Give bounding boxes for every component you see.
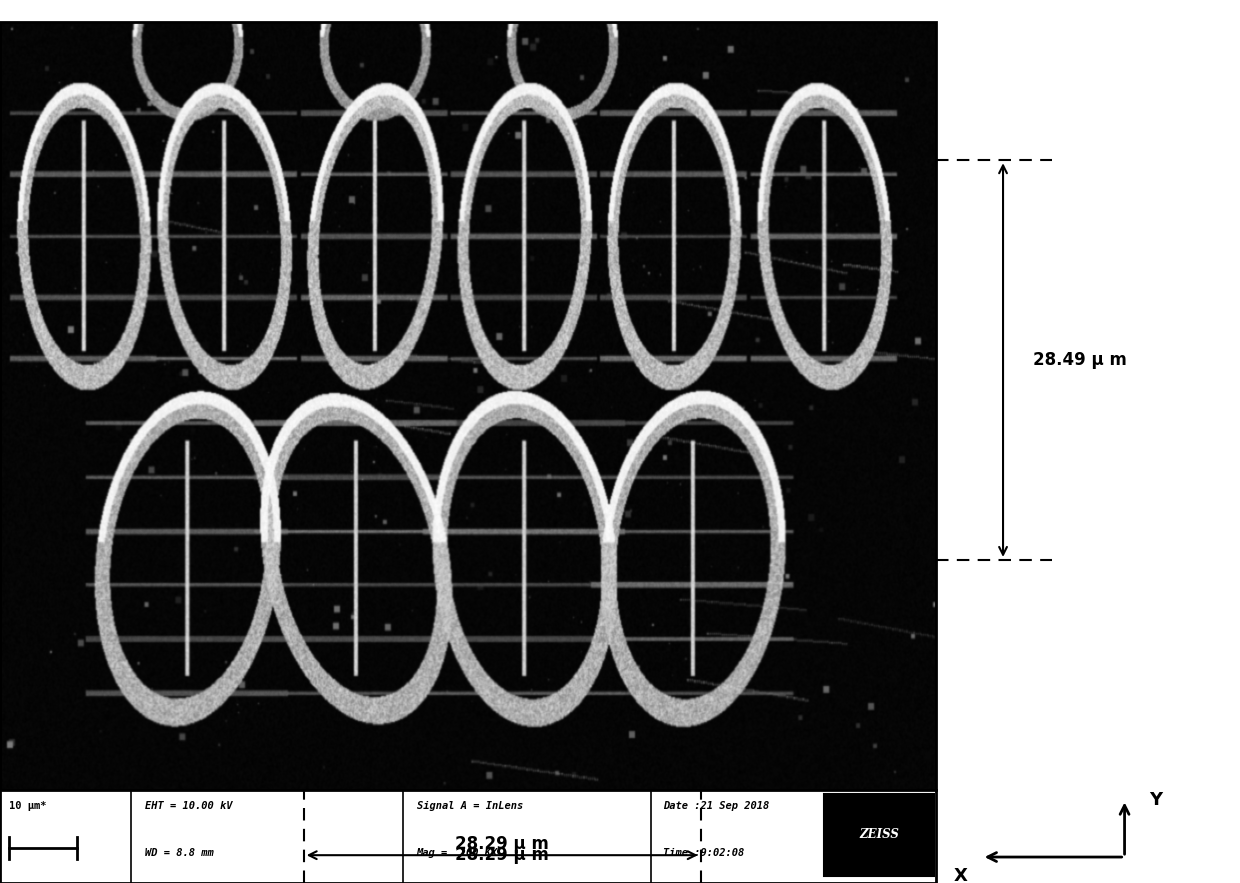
- Text: Signal A = InLens: Signal A = InLens: [417, 802, 523, 811]
- Text: 28.49 μ m: 28.49 μ m: [1033, 351, 1127, 369]
- Text: X: X: [954, 866, 967, 883]
- Text: 10 μm*: 10 μm*: [10, 802, 47, 811]
- Text: 28.29 μ m: 28.29 μ m: [455, 846, 549, 864]
- Text: Time :9:02:08: Time :9:02:08: [663, 848, 744, 857]
- Text: 28.29 μ m: 28.29 μ m: [455, 835, 549, 853]
- Text: EHT = 10.00 kV: EHT = 10.00 kV: [145, 802, 233, 811]
- Text: Date :21 Sep 2018: Date :21 Sep 2018: [663, 802, 769, 811]
- Text: Y: Y: [1149, 790, 1162, 809]
- Text: ZEISS: ZEISS: [859, 828, 899, 841]
- Bar: [823, 794, 934, 876]
- Text: Mag =  100 KX: Mag = 100 KX: [417, 848, 497, 857]
- Text: WD = 8.8 mm: WD = 8.8 mm: [145, 848, 213, 857]
